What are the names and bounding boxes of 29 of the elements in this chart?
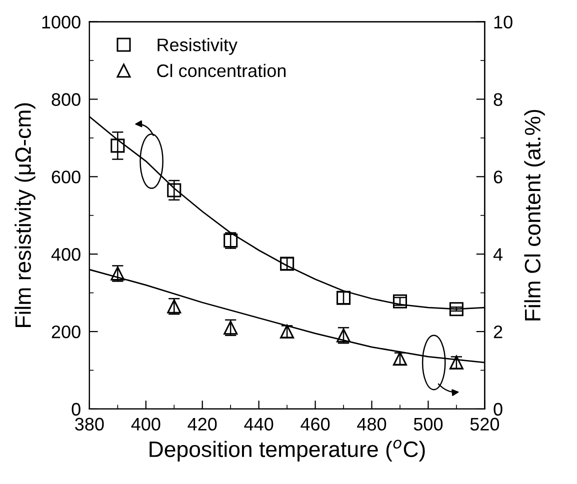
- x-axis-title: Deposition temperature ($^{o}$C): [150, 440, 425, 462]
- point: [167, 183, 182, 198]
- y-tick-label: 200: [52, 325, 80, 338]
- y2-tick-label: 8: [494, 93, 502, 106]
- y-axis-title: Film resistivity (μΩ-cm): [14, 103, 36, 328]
- point: [449, 302, 464, 316]
- y2-axis-title: Film Cl content (at.%): [524, 110, 545, 320]
- y2-tick-label: 4: [493, 248, 503, 261]
- y-tick-label: 800: [52, 93, 80, 106]
- y-tick-label: 400: [51, 248, 80, 261]
- y2-tick-label: 0: [494, 402, 502, 416]
- x-tick-label: 480: [357, 418, 386, 431]
- x-tick-label: 420: [188, 418, 217, 431]
- y2-tick-label: 2: [494, 325, 502, 338]
- y-tick-label: 600: [52, 170, 80, 184]
- x-tick-label: 500: [414, 418, 443, 431]
- y-tick-label: 1000: [42, 16, 80, 28]
- x-tick-label: 440: [244, 418, 274, 431]
- point: [392, 294, 407, 308]
- point: [110, 138, 125, 153]
- x-tick-label: 460: [300, 418, 330, 431]
- y2-tick-label: 6: [494, 170, 502, 184]
- x-tick-label: 520: [470, 418, 500, 431]
- x-tick-label: 400: [131, 418, 160, 431]
- legend-label: Resistivity: [158, 38, 238, 55]
- y2-tick-label: 10: [494, 16, 512, 28]
- legend-label: Cl concentration: [157, 64, 286, 78]
- y-tick-label: 0: [72, 402, 80, 416]
- x-tick-label: 380: [75, 418, 104, 431]
